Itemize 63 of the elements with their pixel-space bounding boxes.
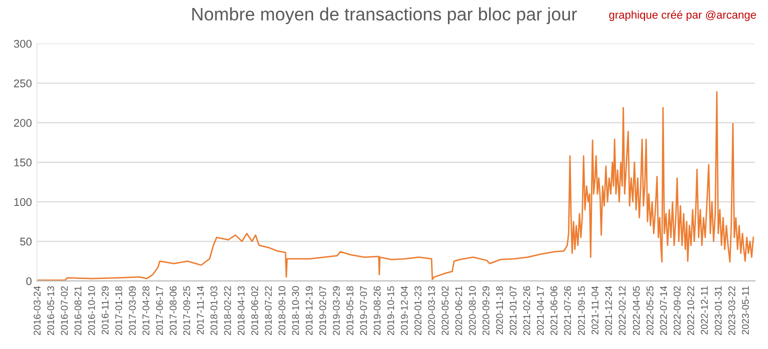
x-tick-label: 2020-09-29 xyxy=(482,286,490,336)
y-tick-label: 150 xyxy=(14,158,32,166)
x-tick-label: 2016-07-02 xyxy=(60,286,68,336)
y-tick-label: 250 xyxy=(14,79,32,88)
x-tick-label: 2020-11-18 xyxy=(496,286,503,334)
x-tick-label: 2018-10-30 xyxy=(292,286,299,336)
x-tick-label: 2022-04-05 xyxy=(632,286,640,336)
x-tick-label: 2019-02-07 xyxy=(319,286,326,336)
x-tick-label: 2016-11-29 xyxy=(102,286,109,334)
x-tick-label: 2019-12-04 xyxy=(400,286,408,336)
chart-title: Nombre moyen de transactions par bloc par jour xyxy=(192,7,577,24)
x-tick-label: 2018-09-10 xyxy=(278,286,286,336)
x-tick-label: 2019-10-15 xyxy=(387,286,394,336)
y-tick-label: 0 xyxy=(26,277,32,286)
y-tick-label: 50 xyxy=(20,238,32,246)
x-tick-label: 2021-06-06 xyxy=(550,286,558,336)
x-tick-label: 2018-12-19 xyxy=(306,286,313,336)
x-tick-label: 2019-08-26 xyxy=(374,286,381,336)
text: graphique créé par @arcange xyxy=(609,10,756,21)
x-tick-label: 2018-07-22 xyxy=(264,286,272,336)
x-tick-label: 2022-09-02 xyxy=(674,286,681,336)
x-tick-label: 2020-01-23 xyxy=(414,286,422,336)
x-tick-label: 2017-09-25 xyxy=(183,286,190,336)
x-tick-label: 2016-05-13 xyxy=(47,286,54,336)
x-tick-label: 2020-06-21 xyxy=(455,286,462,336)
x-tick-label: 2021-12-24 xyxy=(605,286,612,336)
x-tick-label: 2021-04-17 xyxy=(536,286,544,336)
x-tick-label: 2019-03-29 xyxy=(332,286,340,336)
x-tick-label: 2021-09-15 xyxy=(578,286,585,336)
x-tick-label: 2023-03-22 xyxy=(728,286,736,336)
x-tick-label: 2018-01-03 xyxy=(210,286,218,336)
x-tick-label: 2017-01-18 xyxy=(115,286,122,336)
x-tick-label: 2022-02-12 xyxy=(618,286,626,336)
y-tick-label: 100 xyxy=(14,198,32,206)
x-tick-label: 2020-03-13 xyxy=(428,286,435,336)
x-tick-label: 2018-04-13 xyxy=(238,286,245,336)
x-tick-label: 2021-11-04 xyxy=(592,286,598,334)
x-tick-label: 2017-06-17 xyxy=(156,286,163,336)
x-tick-label: 2023-01-31 xyxy=(714,286,722,336)
line-series xyxy=(37,91,754,281)
y-tick-label: 200 xyxy=(14,119,32,127)
x-tick-label: 2017-04-28 xyxy=(142,286,150,336)
x-tick-label: 2017-08-06 xyxy=(170,286,177,336)
x-tick-label: 2022-07-14 xyxy=(660,286,667,336)
x-tick-label: 2020-08-10 xyxy=(468,286,476,336)
x-tick-label: 2021-07-26 xyxy=(564,286,571,336)
x-tick-label: 2017-03-09 xyxy=(128,286,136,336)
x-tick-label: 2022-12-11 xyxy=(700,286,708,334)
x-tick-label: 2023-05-11 xyxy=(742,286,749,334)
x-tick-label: 2019-07-07 xyxy=(360,286,367,336)
x-tick-label: 2019-05-18 xyxy=(346,286,354,336)
y-tick-label: 300 xyxy=(14,40,32,48)
x-tick-label: 2017-11-14 xyxy=(196,286,204,334)
x-tick-label: 2022-10-22 xyxy=(687,286,694,336)
x-tick-label: 2016-03-24 xyxy=(34,286,41,336)
x-tick-label: 2021-02-26 xyxy=(523,286,530,336)
x-tick-label: 2022-05-25 xyxy=(646,286,654,336)
x-tick-label: 2021-01-07 xyxy=(510,286,517,336)
x-tick-label: 2018-02-22 xyxy=(224,286,231,336)
x-tick-label: 2016-08-21 xyxy=(74,286,82,336)
x-tick-label: 2016-10-10 xyxy=(88,286,95,336)
x-tick-label: 2018-06-02 xyxy=(251,286,258,336)
x-tick-label: 2020-05-02 xyxy=(442,286,449,336)
